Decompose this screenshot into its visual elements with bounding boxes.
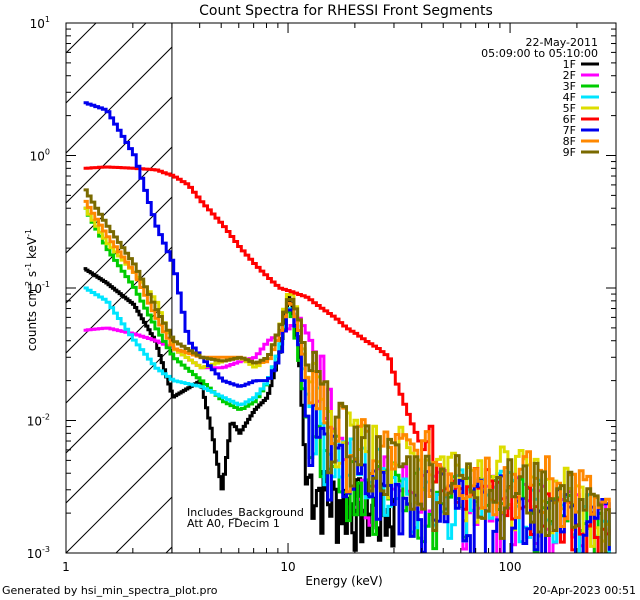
legend-label-6F: 6F — [563, 113, 576, 126]
series-line-9F — [83, 188, 611, 553]
y-tick-label: 101 — [30, 15, 50, 31]
footer-timestamp: 20-Apr-2023 00:51 — [533, 584, 636, 597]
hatch-stroke — [66, 396, 172, 504]
legend-label-9F: 9F — [563, 146, 576, 159]
y-axis-label: counts cm-2 s-1 keV-1 — [24, 229, 39, 351]
series-line-1F — [83, 267, 396, 552]
hatch-stroke — [66, 96, 172, 204]
date-label: 22-May-2011 — [526, 36, 598, 49]
legend-label-5F: 5F — [563, 102, 576, 115]
legend-label-4F: 4F — [563, 91, 576, 104]
legend-label-7F: 7F — [563, 124, 576, 137]
legend-label-2F: 2F — [563, 69, 576, 82]
y-tick-label: 10-2 — [27, 413, 50, 429]
y-tick-label: 100 — [30, 148, 50, 164]
hatch-stroke — [566, 23, 640, 553]
footer-generated-by: Generated by hsi_min_spectra_plot.pro — [2, 584, 218, 597]
hatch-stroke — [66, 196, 172, 304]
annotation-background: Includes_Background — [187, 506, 304, 519]
chart-title: Count Spectra for RHESSI Front Segments — [199, 3, 493, 19]
x-tick-label: 1 — [62, 560, 70, 574]
legend-label-1F: 1F — [563, 58, 576, 71]
time-range-label: 05:09:00 to 05:10:00 — [481, 47, 598, 60]
series-line-3F — [83, 206, 611, 553]
hatch-stroke — [66, 446, 172, 553]
annotation-attenuator: Att A0, FDecim 1 — [187, 517, 280, 530]
x-tick-label: 10 — [280, 560, 295, 574]
x-tick-label: 100 — [499, 560, 522, 574]
legend-label-8F: 8F — [563, 135, 576, 148]
hatch-stroke — [616, 23, 640, 553]
y-tick-label: 10-3 — [27, 545, 50, 561]
legend-label-3F: 3F — [563, 80, 576, 93]
x-axis-label: Energy (keV) — [305, 574, 382, 588]
